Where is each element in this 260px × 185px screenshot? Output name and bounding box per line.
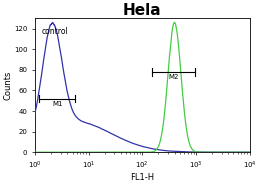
Text: control: control (41, 27, 68, 36)
Text: M1: M1 (52, 101, 62, 107)
Y-axis label: Counts: Counts (3, 71, 12, 100)
Title: Hela: Hela (123, 4, 162, 18)
X-axis label: FL1-H: FL1-H (130, 173, 154, 181)
Text: M2: M2 (168, 74, 179, 80)
